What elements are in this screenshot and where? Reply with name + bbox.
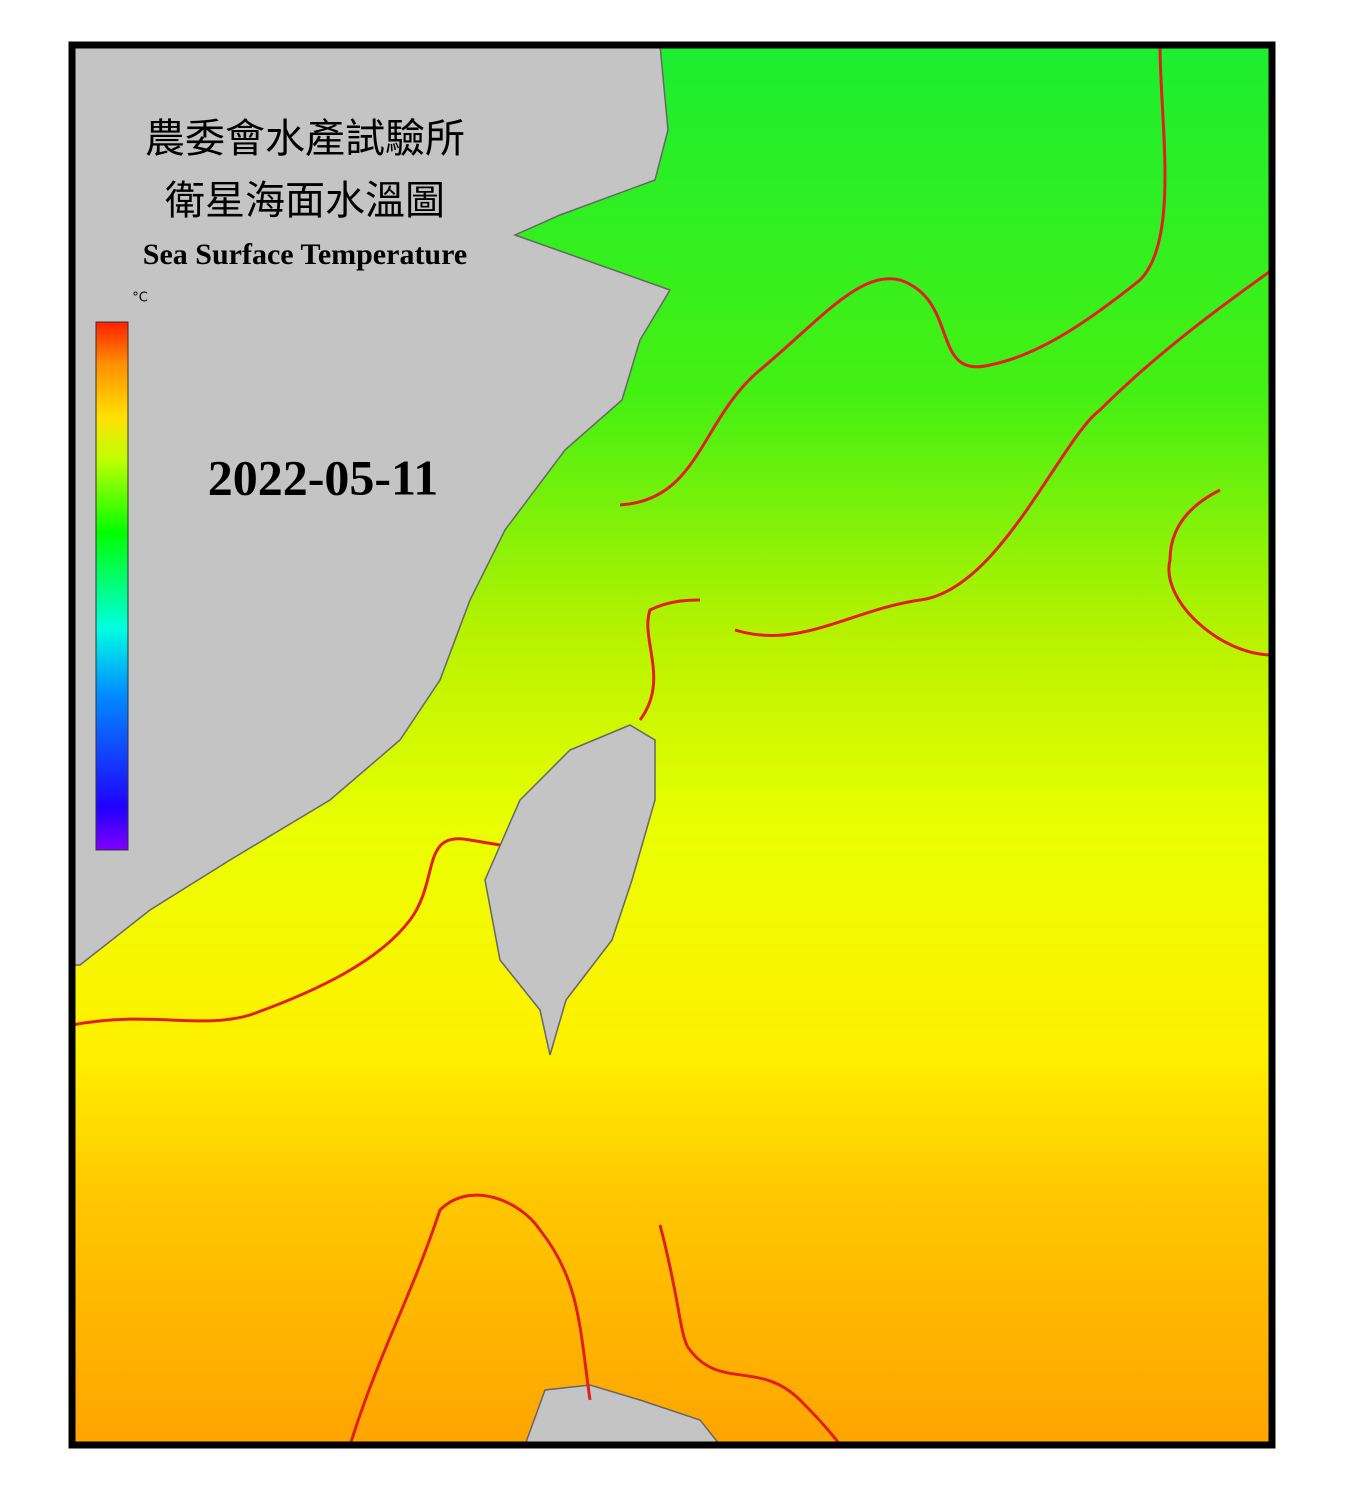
land-luzon [524,1384,721,1445]
title-en: Sea Surface Temperature [143,238,467,271]
map-area [72,45,1272,1445]
colorbar-unit: °C [132,291,148,306]
isotherms [72,45,1272,1445]
title-zh-1: 農委會水產試驗所 [145,116,465,161]
date: 2022-05-11 [208,449,439,505]
isotherm-30 [348,1193,592,1445]
map-frame [68,41,1276,1449]
land-taiwan [484,724,656,1056]
isotherm-25 [734,268,1272,638]
colorbar [95,321,129,851]
isotherm-20 [619,45,1167,507]
isotherm-30b [658,1224,842,1445]
isotherm-25d [72,837,501,1027]
title-zh-2: 衛星海面水溫圖 [165,178,445,223]
isotherm-25b [638,598,701,721]
isotherm-25c [1167,488,1272,657]
land-china [72,45,672,966]
